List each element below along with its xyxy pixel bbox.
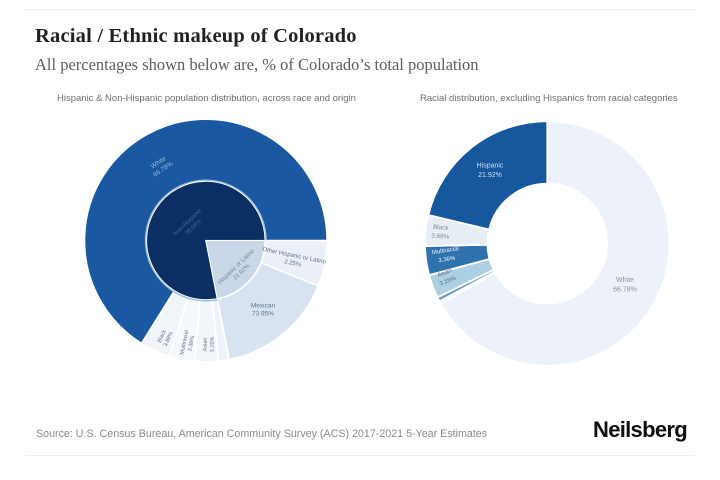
svg-text:Multiracial: Multiracial [180,330,191,355]
svg-text:3.36%: 3.36% [187,336,196,353]
svg-text:Black: Black [433,224,450,232]
svg-text:3.36%: 3.36% [438,256,456,265]
svg-text:Black: Black [157,329,168,344]
svg-text:2.25%: 2.25% [284,259,303,268]
svg-text:3.89%: 3.89% [431,232,450,240]
svg-text:21.92%: 21.92% [478,172,502,179]
svg-text:3.89%: 3.89% [163,331,175,348]
svg-text:3.15%: 3.15% [210,337,216,353]
svg-text:66.78%: 66.78% [613,287,637,294]
svg-text:White: White [616,277,634,284]
svg-text:3.15%: 3.15% [439,276,458,288]
svg-text:Multiracial: Multiracial [432,246,460,256]
svg-text:73.95%: 73.95% [252,310,274,317]
svg-text:Asian: Asian [437,268,453,279]
svg-text:Hispanic: Hispanic [477,163,504,170]
svg-text:Asian: Asian [203,338,209,352]
svg-text:Mexican: Mexican [251,302,276,309]
